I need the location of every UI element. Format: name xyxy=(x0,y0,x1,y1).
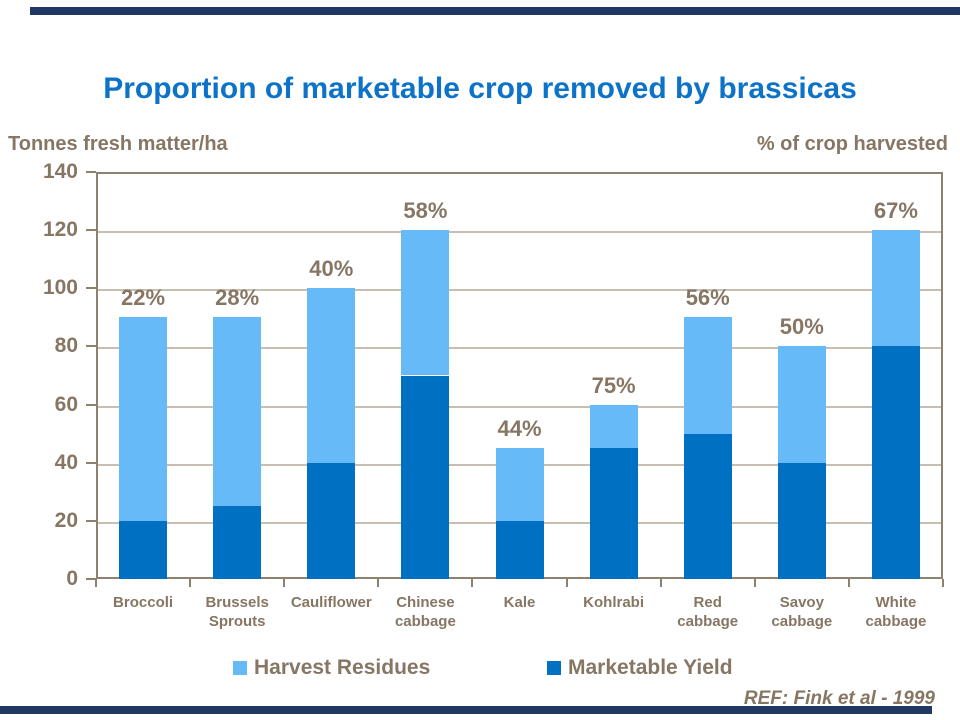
y-tick-label: 0 xyxy=(66,567,78,590)
y-tick-label: 120 xyxy=(42,218,78,242)
gridline xyxy=(98,231,941,234)
bar-percent-label: 58% xyxy=(403,198,448,224)
right-axis-unit-label: % of crop harvested xyxy=(756,133,948,155)
category-label: White cabbage xyxy=(865,594,927,630)
bar-segment-marketable-yield xyxy=(777,462,826,579)
gridline xyxy=(98,347,941,350)
bar-segment-harvest-residues xyxy=(777,346,826,463)
reference-note: REF: Fink et al - 1999 xyxy=(743,688,935,709)
bar-segment-marketable-yield xyxy=(307,462,356,579)
x-tick-mark xyxy=(471,579,474,587)
legend-label: Marketable Yield xyxy=(568,656,733,679)
x-tick-mark xyxy=(565,579,568,587)
category-label: Kale xyxy=(503,594,536,611)
y-tick-label: 60 xyxy=(54,392,78,416)
y-tick-label: 20 xyxy=(54,508,78,532)
top-accent-bar xyxy=(30,7,960,15)
y-tick-mark xyxy=(86,345,96,348)
category-label: Brussels Sprouts xyxy=(205,594,269,630)
y-tick-mark xyxy=(86,403,96,406)
x-tick-mark xyxy=(753,579,756,587)
bar-percent-label: 28% xyxy=(215,285,260,311)
bar-percent-label: 56% xyxy=(685,285,730,311)
bar-segment-marketable-yield xyxy=(213,506,262,579)
category-label: Kohlrabi xyxy=(583,594,645,611)
bar-segment-harvest-residues xyxy=(307,288,356,463)
bar-segment-harvest-residues xyxy=(871,230,920,347)
x-tick-mark xyxy=(659,579,662,587)
x-tick-mark xyxy=(847,579,850,587)
y-tick-mark xyxy=(86,461,96,464)
x-tick-mark xyxy=(95,579,97,587)
bar-segment-marketable-yield xyxy=(683,433,732,579)
y-tick-label: 40 xyxy=(54,450,78,474)
harvest-residues-swatch-icon xyxy=(233,661,247,675)
bar-segment-harvest-residues xyxy=(495,448,544,521)
bar-segment-marketable-yield xyxy=(495,520,544,579)
category-label: Savoy cabbage xyxy=(771,594,833,630)
gridline xyxy=(98,405,941,408)
y-tick-mark xyxy=(86,287,96,290)
bar-segment-marketable-yield xyxy=(871,346,920,579)
bar-percent-label: 22% xyxy=(121,285,166,311)
bar-segment-marketable-yield xyxy=(401,375,450,579)
bar-segment-harvest-residues xyxy=(401,230,450,376)
bar-segment-marketable-yield xyxy=(589,448,638,579)
y-tick-label: 140 xyxy=(42,160,78,183)
marketable-yield-swatch-icon xyxy=(547,661,561,675)
bar-percent-label: 44% xyxy=(497,416,542,442)
chart-title: Proportion of marketable crop removed by… xyxy=(103,72,857,105)
y-tick-label: 100 xyxy=(42,276,78,300)
category-label: Chinese cabbage xyxy=(394,594,456,630)
bottom-accent-bar xyxy=(0,706,932,714)
y-axis-unit-label: Tonnes fresh matter/ha xyxy=(8,133,228,155)
legend-label: Harvest Residues xyxy=(254,656,431,679)
y-tick-mark xyxy=(86,229,96,232)
gridline xyxy=(98,289,941,292)
bar-percent-label: 75% xyxy=(591,372,636,398)
x-tick-mark xyxy=(283,579,286,587)
y-tick-mark xyxy=(86,578,96,580)
bar-segment-harvest-residues xyxy=(683,317,732,434)
x-tick-mark xyxy=(189,579,192,587)
y-tick-mark xyxy=(86,171,96,173)
bar-segment-harvest-residues xyxy=(213,317,262,507)
x-tick-mark xyxy=(377,579,380,587)
bar-percent-label: 40% xyxy=(309,256,354,282)
bar-segment-harvest-residues xyxy=(119,317,168,521)
category-label: Cauliflower xyxy=(290,594,372,611)
category-label: Broccoli xyxy=(113,594,174,611)
bar-segment-harvest-residues xyxy=(589,404,638,449)
bar-segment-marketable-yield xyxy=(119,520,168,579)
bar-percent-label: 67% xyxy=(873,198,918,224)
y-tick-mark xyxy=(86,519,96,522)
y-tick-label: 80 xyxy=(54,334,78,358)
category-label: Red cabbage xyxy=(677,594,739,630)
x-tick-mark xyxy=(942,579,944,587)
bar-percent-label: 50% xyxy=(779,314,824,340)
